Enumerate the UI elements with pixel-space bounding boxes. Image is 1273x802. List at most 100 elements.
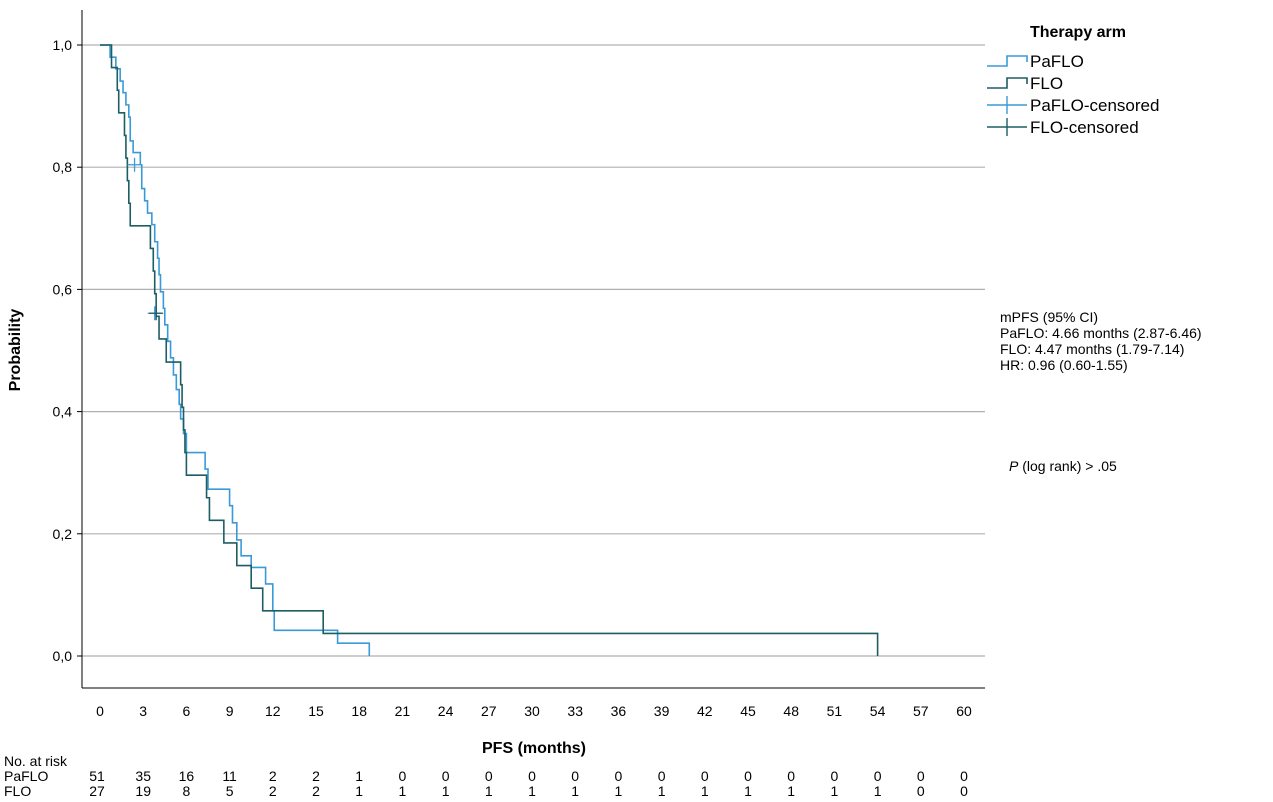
survival-curves xyxy=(100,44,879,656)
risk-value: 2 xyxy=(269,783,277,799)
legend-censor-swatch xyxy=(987,96,1027,114)
risk-value: 1 xyxy=(399,783,407,799)
risk-value: 1 xyxy=(874,783,882,799)
x-tick-label: 48 xyxy=(783,703,799,719)
risk-value: 0 xyxy=(960,768,968,784)
x-tick-label: 6 xyxy=(183,703,191,719)
legend: Therapy arm PaFLO FLO PaFLO-censored FLO-ce… xyxy=(987,24,1159,137)
legend-label: PaFLO xyxy=(1030,52,1084,71)
mpfs-line-1: mPFS (95% CI) xyxy=(1000,309,1098,325)
mpfs-line-3: FLO: 4.47 months (1.79-7.14) xyxy=(1000,341,1184,357)
risk-value: 0 xyxy=(528,768,536,784)
mpfs-line-4: HR: 0.96 (0.60-1.55) xyxy=(1000,357,1128,373)
risk-value: 0 xyxy=(615,768,623,784)
x-tick-label: 30 xyxy=(524,703,540,719)
x-axis-label: PFS (months) xyxy=(482,740,586,757)
risk-value: 1 xyxy=(355,768,363,784)
risk-value: 0 xyxy=(399,768,407,784)
risk-value: 0 xyxy=(658,768,666,784)
x-tick-label: 9 xyxy=(226,703,234,719)
risk-values: 51 35 16 11 2 2 1 0 0 0 0 0 0 0 0 0 0 0 0 0 027 19 8 5 2 2 1 1 1 1 1 1 1… xyxy=(89,768,968,799)
risk-value: 0 xyxy=(787,768,795,784)
censor-mark-flo xyxy=(149,306,164,321)
y-tick-label: 1,0 xyxy=(53,37,73,53)
x-tick-label: 15 xyxy=(308,703,324,719)
y-tick-label: 0,2 xyxy=(53,526,73,542)
x-tick-label: 60 xyxy=(956,703,972,719)
legend-label: PaFLO-censored xyxy=(1030,96,1159,115)
risk-value: 2 xyxy=(269,768,277,784)
x-tick-labels: 0 3 6 9 12 15 18 21 24 27 30 33 36 39 42 45 48 51 54 57 60 xyxy=(96,703,972,719)
curve-flo xyxy=(100,44,879,656)
risk-value: 2 xyxy=(312,783,320,799)
x-tick-label: 33 xyxy=(567,703,583,719)
risk-table-title: No. at risk xyxy=(4,753,68,769)
risk-value: 51 xyxy=(89,768,105,784)
risk-value: 0 xyxy=(485,768,493,784)
y-tick-labels: 0,0 0,2 0,4 0,6 0,8 1,0 xyxy=(53,37,82,664)
legend-label: FLO-censored xyxy=(1030,118,1139,137)
risk-value: 1 xyxy=(787,783,795,799)
censor-marks xyxy=(127,157,164,321)
risk-value: 1 xyxy=(571,783,579,799)
x-tick-label: 27 xyxy=(481,703,497,719)
annotation-box: mPFS (95% CI) PaFLO: 4.66 months (2.87-6… xyxy=(1000,309,1202,474)
censor-mark-paflo xyxy=(127,157,142,172)
curve-paflo xyxy=(100,44,371,656)
risk-value: 1 xyxy=(615,783,623,799)
mpfs-line-2: PaFLO: 4.66 months (2.87-6.46) xyxy=(1000,325,1202,341)
x-tick-label: 54 xyxy=(870,703,886,719)
risk-value: 8 xyxy=(183,783,191,799)
x-tick-label: 24 xyxy=(438,703,454,719)
risk-value: 0 xyxy=(874,768,882,784)
y-tick-label: 0,8 xyxy=(53,159,73,175)
logrank-rest: (log rank) > .05 xyxy=(1018,458,1117,474)
risk-value: 1 xyxy=(528,783,536,799)
risk-value: 0 xyxy=(571,768,579,784)
x-tick-label: 42 xyxy=(697,703,713,719)
x-tick-label: 39 xyxy=(654,703,670,719)
risk-value: 2 xyxy=(312,768,320,784)
x-tick-label: 21 xyxy=(395,703,411,719)
y-tick-label: 0,6 xyxy=(53,281,73,297)
y-axis-label: Probability xyxy=(7,309,24,392)
risk-value: 0 xyxy=(917,768,925,784)
x-tick-label: 18 xyxy=(351,703,367,719)
risk-value: 1 xyxy=(442,783,450,799)
risk-value: 1 xyxy=(485,783,493,799)
risk-value: 0 xyxy=(960,783,968,799)
risk-value: 27 xyxy=(89,783,105,799)
risk-value: 0 xyxy=(744,768,752,784)
risk-value: 16 xyxy=(179,768,195,784)
risk-value: 0 xyxy=(917,783,925,799)
x-tick-label: 45 xyxy=(740,703,756,719)
risk-value: 0 xyxy=(701,768,709,784)
risk-value: 0 xyxy=(442,768,450,784)
x-tick-label: 51 xyxy=(827,703,843,719)
risk-row-label-flo: FLO xyxy=(4,783,31,799)
y-tick-label: 0,4 xyxy=(53,404,73,420)
risk-value: 11 xyxy=(222,768,237,784)
risk-value: 5 xyxy=(226,783,234,799)
risk-value: 1 xyxy=(701,783,709,799)
risk-value: 1 xyxy=(658,783,666,799)
grid-lines xyxy=(82,44,985,657)
x-tick-label: 12 xyxy=(265,703,281,719)
risk-table: No. at risk PaFLO FLO 51 35 16 11 2 2 1 0 0 0 0 0 0 0… xyxy=(4,753,968,799)
risk-value: 19 xyxy=(135,783,151,799)
logrank-p: P xyxy=(1009,458,1019,474)
y-tick-label: 0,0 xyxy=(53,648,73,664)
logrank-text: P (log rank) > .05 xyxy=(1009,458,1117,474)
x-tick-label: 36 xyxy=(611,703,627,719)
legend-title: Therapy arm xyxy=(1030,24,1126,41)
legend-censor-swatch xyxy=(987,118,1027,136)
legend-swatch-paflo xyxy=(987,55,1028,67)
risk-value: 0 xyxy=(831,768,839,784)
legend-swatch-flo xyxy=(987,77,1028,89)
risk-value: 35 xyxy=(135,768,151,784)
risk-row-label-paflo: PaFLO xyxy=(4,768,48,784)
axes xyxy=(81,10,985,689)
legend-label: FLO xyxy=(1030,74,1063,93)
x-tick-label: 57 xyxy=(913,703,929,719)
